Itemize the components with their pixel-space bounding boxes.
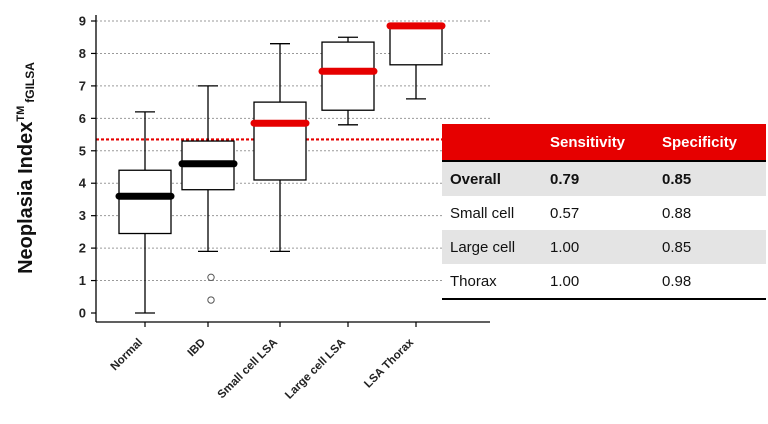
y-tick-label: 5 (79, 143, 86, 158)
y-tick-label: 7 (79, 78, 86, 93)
table-header-row: Sensitivity Specificity (442, 124, 766, 161)
box-group (386, 22, 446, 100)
sensitivity-value: 1.00 (542, 264, 654, 300)
specificity-value: 0.85 (654, 160, 766, 196)
y-tick-label: 9 (79, 14, 86, 29)
specificity-value: 0.98 (654, 264, 766, 300)
box (118, 169, 172, 235)
sensitivity-specificity-table: Sensitivity Specificity Overall 0.79 0.8… (442, 124, 766, 300)
y-axis-label-sub: fGILSA (23, 62, 37, 103)
table-row: Thorax 1.00 0.98 (442, 264, 766, 300)
box-group (318, 36, 378, 126)
y-tick-label: 4 (79, 176, 87, 191)
box-group (115, 111, 175, 314)
y-tick-label: 1 (79, 273, 86, 288)
outlier-point (207, 296, 215, 304)
y-tick-label: 3 (79, 208, 86, 223)
table-header-sensitivity: Sensitivity (542, 124, 654, 161)
row-label: Thorax (442, 264, 542, 300)
sensitivity-value: 0.57 (542, 196, 654, 230)
y-tick-label: 0 (79, 306, 86, 321)
x-category-label: Large cell LSA (283, 337, 348, 402)
table-row: Small cell 0.57 0.88 (442, 196, 766, 230)
sensitivity-value: 0.79 (542, 160, 654, 196)
x-category-label: Normal (109, 337, 146, 374)
axes (91, 15, 490, 327)
row-label: Overall (442, 160, 542, 196)
boxes (115, 22, 446, 314)
box-group (250, 43, 310, 253)
box (389, 23, 443, 66)
table-row: Overall 0.79 0.85 (442, 160, 766, 196)
x-category-label: LSA Thorax (362, 336, 416, 390)
box (253, 101, 307, 181)
y-tick-label: 8 (79, 46, 86, 61)
outlier-point (207, 273, 215, 282)
x-category-label: Small cell LSA (216, 337, 281, 402)
y-axis-label: Neoplasia IndexTM fGILSA (15, 62, 37, 274)
table-header-cell (442, 124, 542, 161)
table-header-specificity: Specificity (654, 124, 766, 161)
x-category-label: IBD (186, 337, 208, 359)
row-label: Small cell (442, 196, 542, 230)
specificity-value: 0.88 (654, 196, 766, 230)
y-axis-label-main: Neoplasia Index (15, 122, 37, 274)
specificity-value: 0.85 (654, 230, 766, 264)
sensitivity-value: 1.00 (542, 230, 654, 264)
y-axis-label-sup: TM (15, 106, 27, 122)
table-row: Large cell 1.00 0.85 (442, 230, 766, 264)
row-label: Large cell (442, 230, 542, 264)
y-tick-label: 2 (79, 241, 86, 256)
y-tick-label: 6 (79, 111, 86, 126)
box-group (178, 85, 238, 304)
box (321, 41, 375, 111)
